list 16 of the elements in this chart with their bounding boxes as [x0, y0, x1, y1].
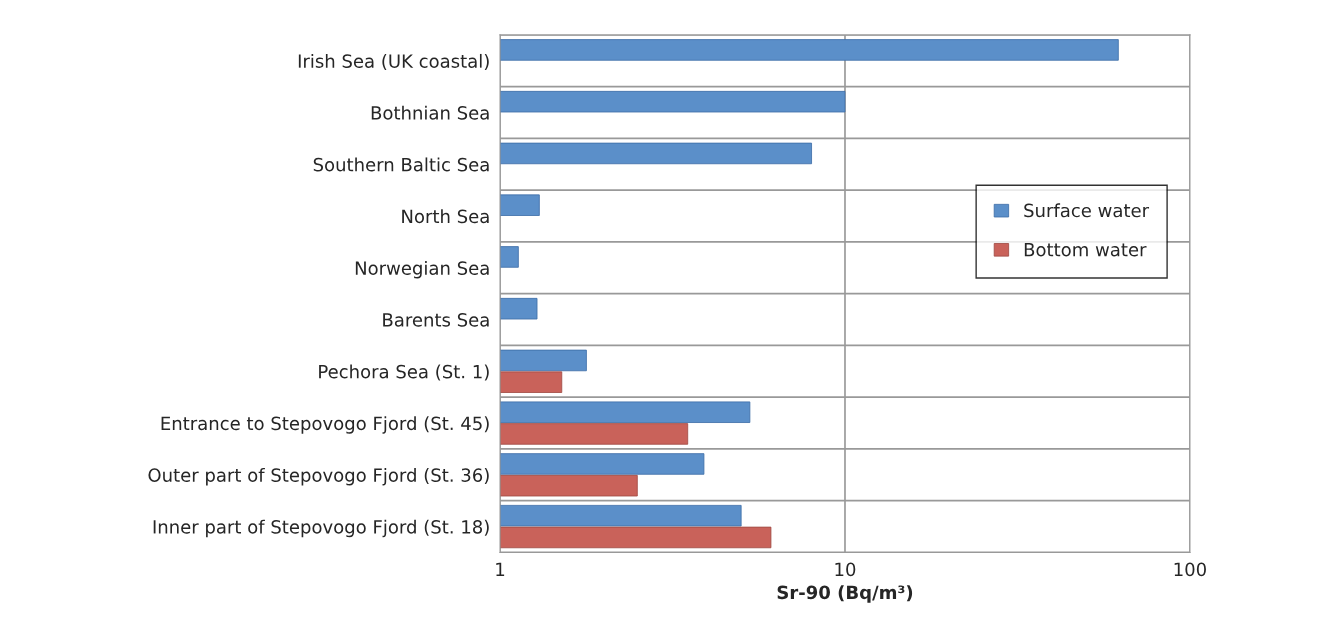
x-axis-title: Sr-90 (Bq/m³)	[777, 585, 913, 603]
legend-label: Bottom water	[1024, 242, 1147, 257]
y-tick-label: Outer part of Stepovogo Fjord (St. 36)	[148, 467, 489, 486]
y-tick-label: North Sea	[402, 209, 489, 224]
y-tick-label: Norwegian Sea	[355, 260, 489, 279]
x-tick-label: 10	[835, 562, 856, 577]
y-tick-label: Southern Baltic Sea	[313, 157, 489, 172]
y-tick-label: Barents Sea	[383, 313, 489, 327]
x-tick-label: 1	[496, 562, 505, 576]
y-tick-label: Bothnian Sea	[371, 105, 489, 120]
legend-label: Surface water	[1024, 203, 1150, 218]
y-tick-label: Inner part of Stepovogo Fjord (St. 18)	[153, 519, 489, 538]
y-tick-label: Irish Sea (UK coastal)	[298, 53, 489, 71]
y-tick-label: Pechora Sea (St. 1)	[319, 364, 489, 381]
x-tick-label: 100	[1174, 562, 1206, 577]
y-tick-label: Entrance to Stepovogo Fjord (St. 45)	[161, 416, 489, 434]
